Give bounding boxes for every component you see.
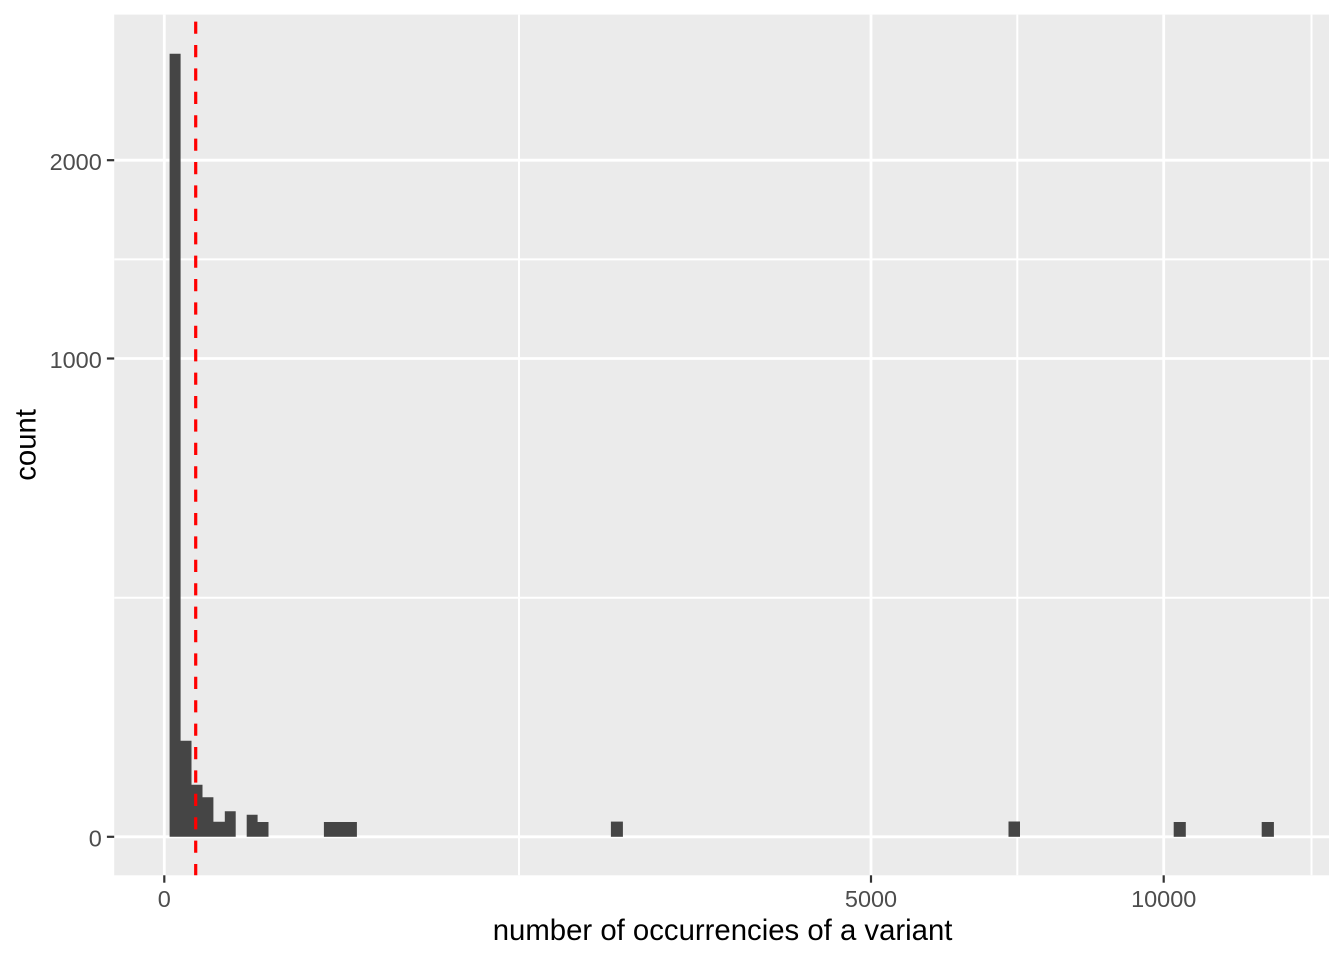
- svg-text:1000: 1000: [50, 347, 102, 373]
- svg-text:10000: 10000: [1131, 886, 1196, 912]
- svg-text:0: 0: [158, 886, 171, 912]
- svg-text:2000: 2000: [50, 149, 102, 175]
- svg-text:count: count: [10, 409, 43, 481]
- svg-text:number of occurrencies of a va: number of occurrencies of a variant: [493, 914, 953, 947]
- svg-text:0: 0: [89, 825, 102, 851]
- svg-text:5000: 5000: [845, 886, 897, 912]
